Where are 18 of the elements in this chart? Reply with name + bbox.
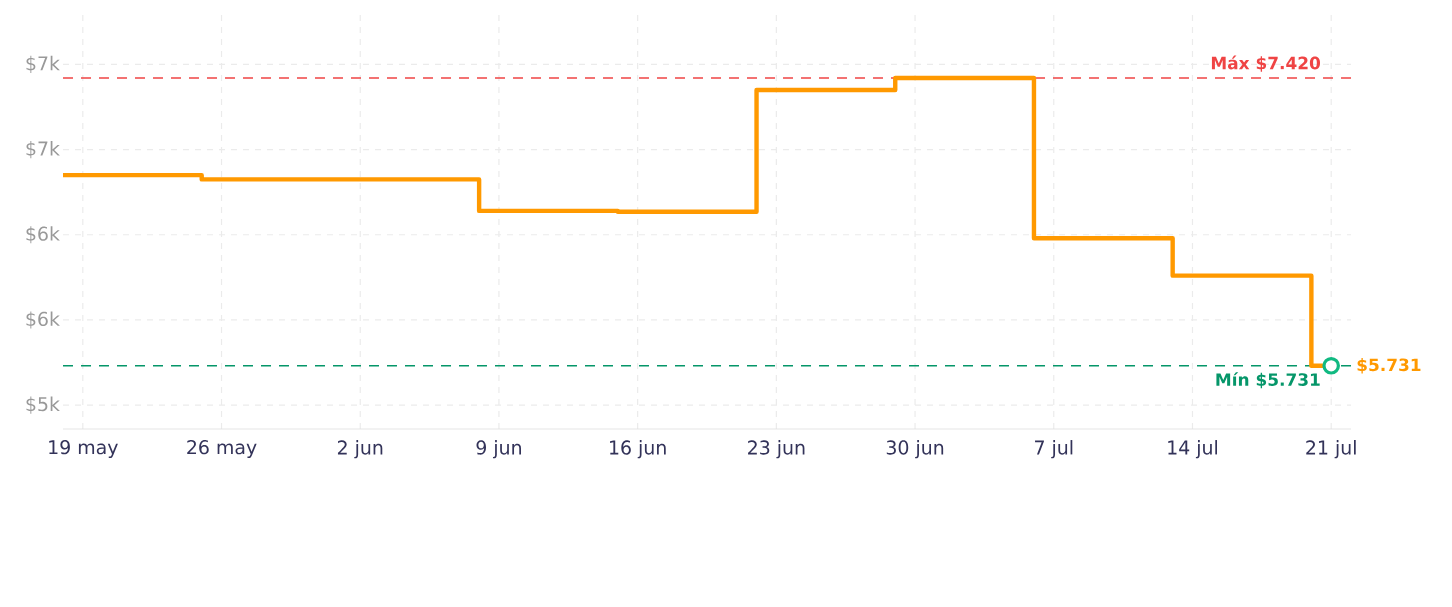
x-tick-label: 23 jun <box>748 440 805 459</box>
x-tick-label: 14 jul <box>1168 440 1218 459</box>
y-tick-label: $6k <box>26 311 60 329</box>
y-tick-label: $6k <box>26 226 60 244</box>
y-tick-label: $7k <box>26 141 60 159</box>
x-tick-label: 21 jul <box>1306 440 1356 459</box>
y-tick-label: $5k <box>26 396 60 414</box>
x-tick-label: 16 jun <box>610 440 666 459</box>
x-tick-label: 9 jun <box>476 440 521 459</box>
x-tick-label: 26 may <box>187 440 257 459</box>
annotation: $5.731 <box>1357 358 1421 374</box>
ref-line-label: Máx $7.420 <box>1211 55 1321 72</box>
y-tick-label: $7k <box>26 55 60 73</box>
x-tick-label: 2 jun <box>337 440 383 459</box>
ref-line-label: Mín $5.731 <box>1216 372 1320 389</box>
x-tick-label: 19 may <box>49 440 118 459</box>
x-tick-label: 30 jun <box>886 440 944 459</box>
x-tick-label: 7 jul <box>1035 440 1073 459</box>
